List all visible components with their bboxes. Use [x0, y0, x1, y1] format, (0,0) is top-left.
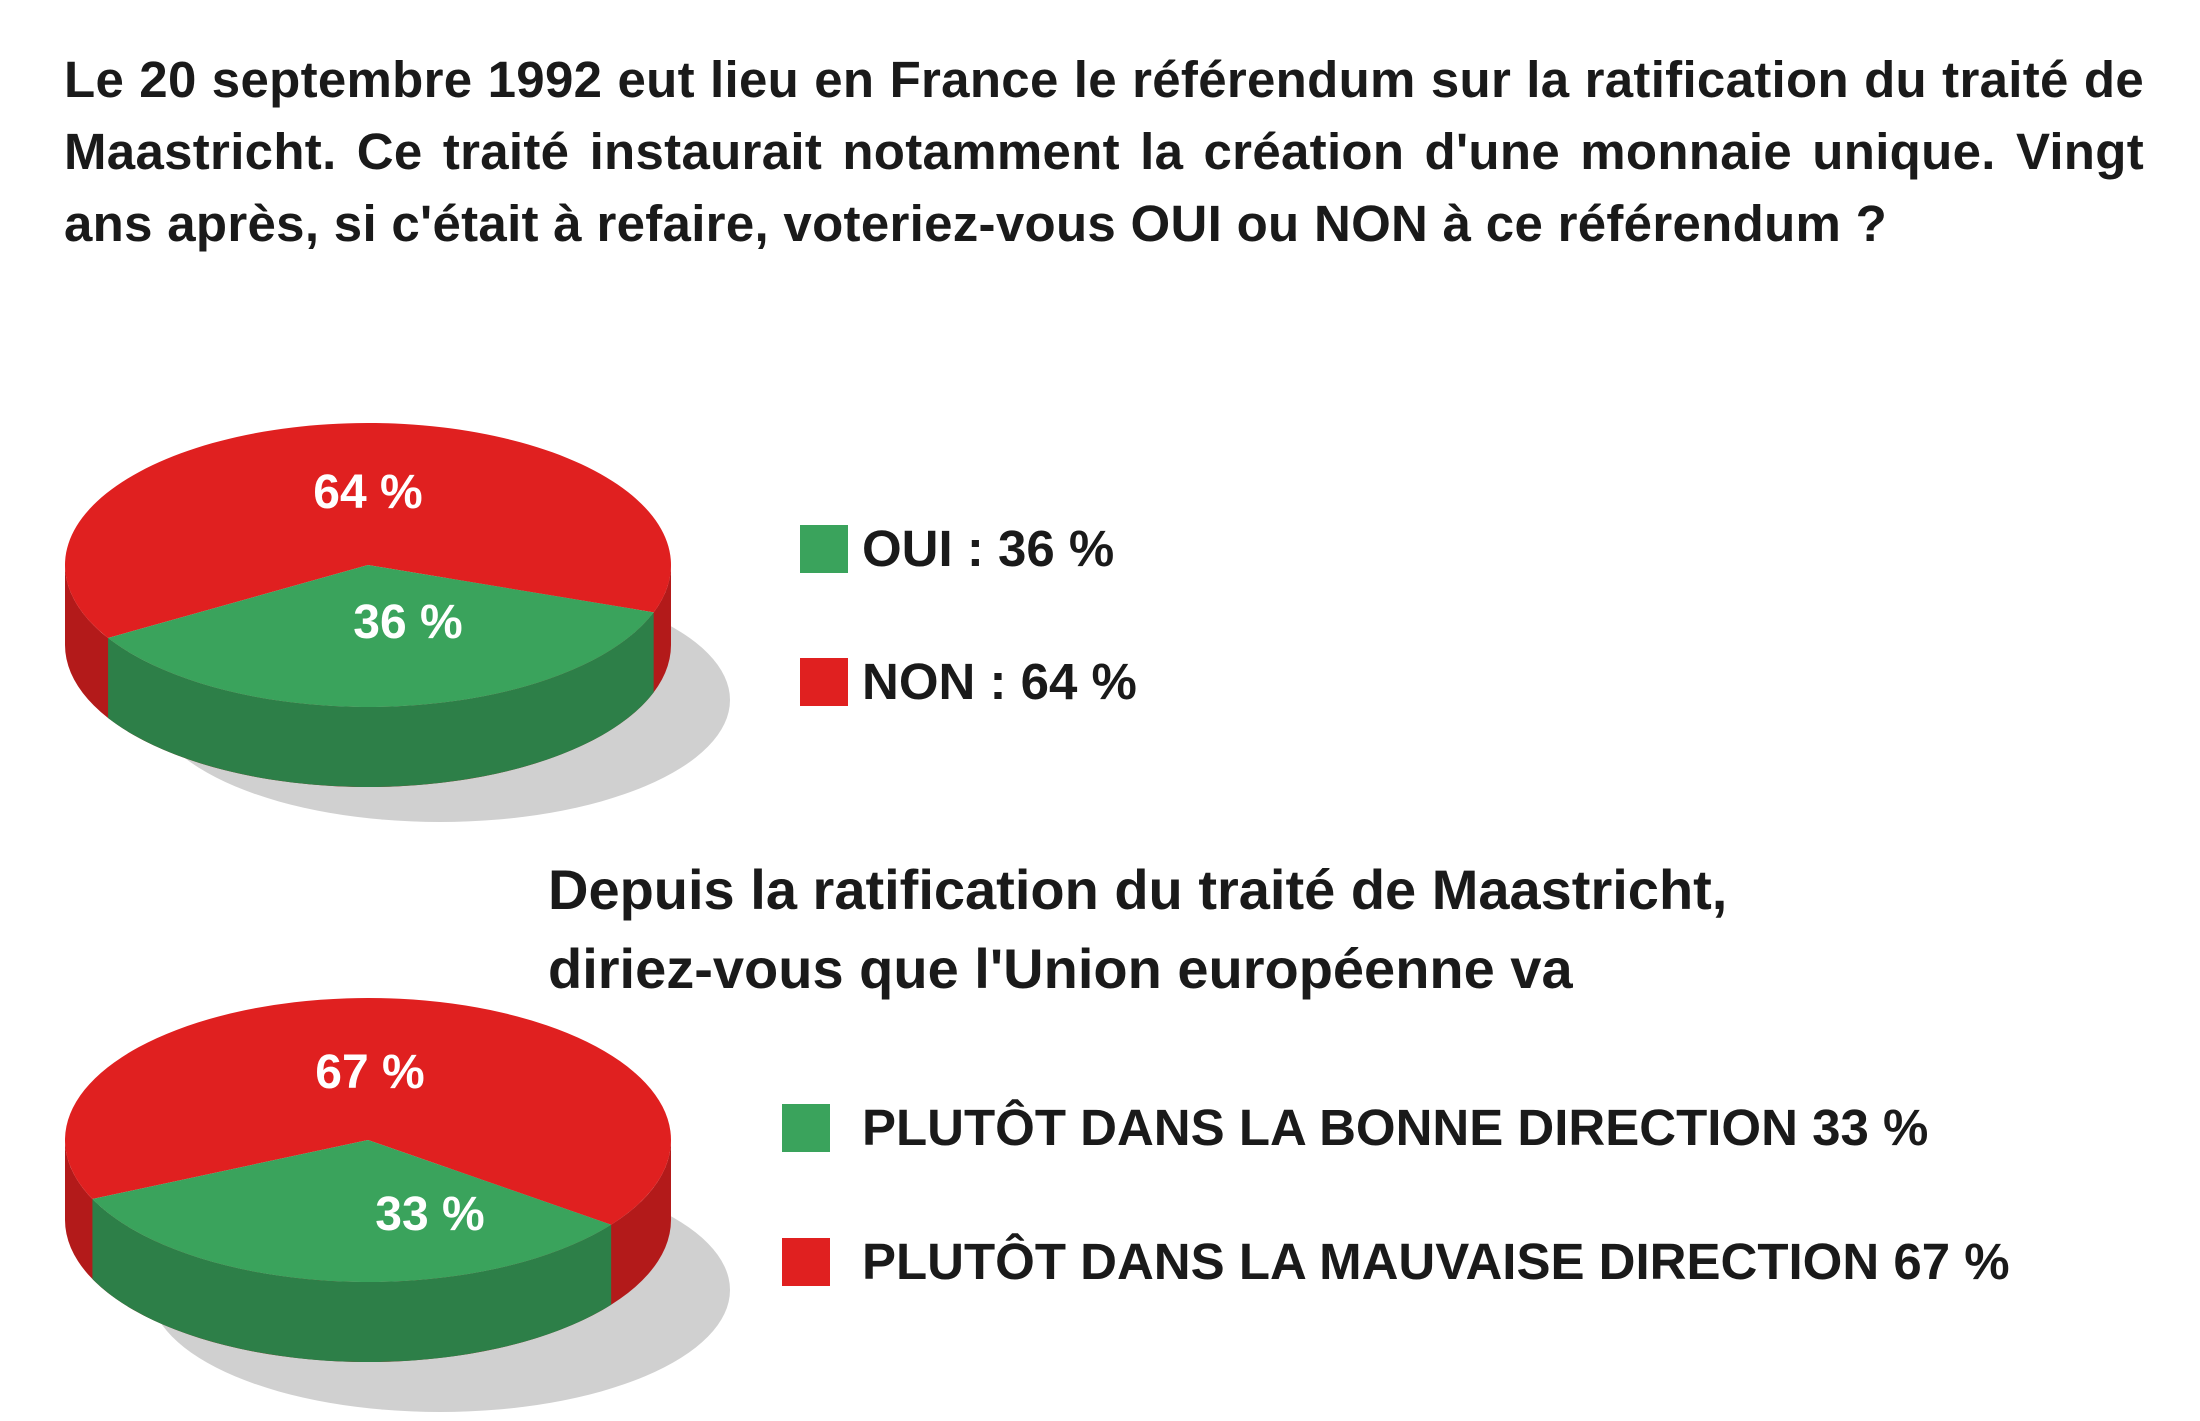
- legend-item-bonne: PLUTÔT DANS LA BONNE DIRECTION 33 %: [782, 1098, 1928, 1157]
- legend-item-mauvaise: PLUTÔT DANS LA MAUVAISE DIRECTION 67 %: [782, 1232, 2010, 1291]
- question-2-text: Depuis la ratification du traité de Maas…: [548, 850, 2148, 1008]
- question-1-text: Le 20 septembre 1992 eut lieu en France …: [64, 51, 2144, 252]
- legend-swatch-red: [782, 1237, 830, 1286]
- pie-2-slice-mauvaise: [64, 997, 672, 1225]
- legend-label-bonne: PLUTÔT DANS LA BONNE DIRECTION 33 %: [862, 1099, 1929, 1156]
- pie-1-data-label-non: 64 %: [313, 466, 422, 519]
- pie-chart-2: 67 % 33 %: [64, 997, 730, 1412]
- legend-swatch-red: [800, 657, 848, 706]
- pie-2-data-label-mauvaise: 67 %: [315, 1046, 424, 1099]
- question-2-line-2: diriez-vous que l'Union européenne va: [548, 937, 1573, 1000]
- pie-2-slice-bonne: [92, 1140, 612, 1282]
- legend-label-non: NON : 64 %: [862, 653, 1137, 710]
- legend-label-mauvaise: PLUTÔT DANS LA MAUVAISE DIRECTION 67 %: [862, 1233, 2010, 1290]
- pie-1-slice-oui-side: [108, 612, 654, 787]
- pie-2-slice-bonne-side: [92, 1199, 612, 1362]
- legend-swatch-green: [800, 524, 848, 573]
- pie-chart-1: 64 % 36 %: [65, 422, 730, 822]
- pie-1-slice-non: [65, 422, 672, 638]
- pie-1-data-label-oui: 36 %: [353, 596, 462, 649]
- legend-swatch-green: [782, 1103, 830, 1152]
- legend-item-oui: OUI : 36 %: [800, 519, 1114, 578]
- pie-2-data-label-bonne: 33 %: [375, 1188, 484, 1241]
- question-2-line-1: Depuis la ratification du traité de Maas…: [548, 858, 1728, 921]
- pie-1-slice-oui: [108, 565, 654, 707]
- legend-item-non: NON : 64 %: [800, 652, 1137, 711]
- legend-label-oui: OUI : 36 %: [862, 520, 1115, 577]
